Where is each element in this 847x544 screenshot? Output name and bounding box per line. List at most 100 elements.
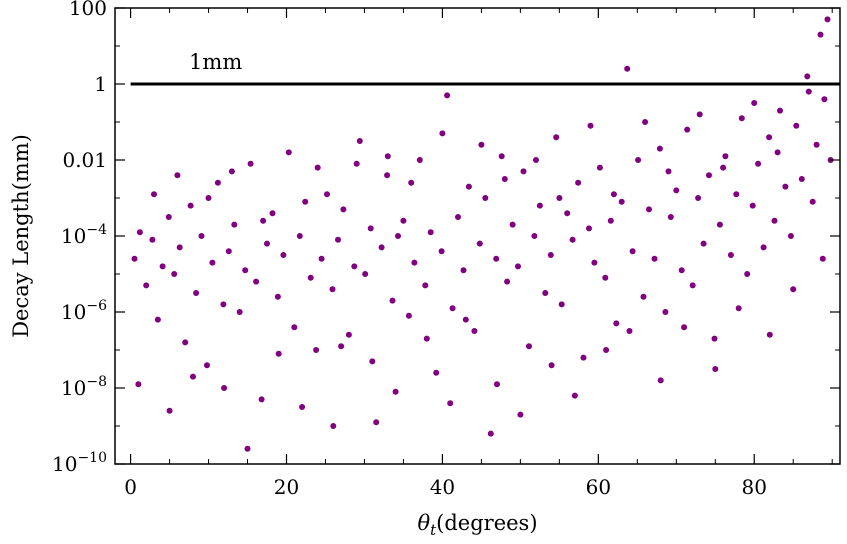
scatter-points [131, 16, 834, 452]
data-point [460, 267, 467, 274]
data-point [225, 248, 232, 255]
data-point [618, 198, 625, 205]
data-point [793, 122, 800, 129]
data-point [285, 149, 292, 156]
data-point [755, 160, 762, 167]
data-point [405, 312, 412, 319]
data-point [656, 145, 663, 152]
data-point [580, 354, 587, 361]
data-point [340, 206, 347, 213]
data-point [378, 244, 385, 251]
data-point [154, 316, 161, 323]
data-point [696, 111, 703, 118]
x-axis-title-text: (degrees) [436, 511, 537, 535]
data-point [135, 381, 142, 388]
data-point [416, 157, 423, 163]
data-point [318, 255, 325, 262]
data-point [353, 160, 360, 167]
data-point [629, 248, 636, 255]
y-tick-label: 10−4 [61, 222, 107, 248]
data-point [662, 309, 669, 315]
data-point [695, 195, 702, 201]
data-point [542, 290, 549, 296]
data-point [258, 396, 265, 403]
data-point [313, 347, 320, 353]
data-point [329, 286, 336, 293]
data-point [571, 392, 578, 399]
data-point [722, 153, 729, 160]
data-point [665, 168, 672, 175]
data-point [244, 445, 251, 452]
x-axis-title: θt(degrees) [417, 511, 537, 539]
data-point [449, 305, 456, 312]
data-point [711, 335, 718, 342]
y-tick-label: 10−10 [52, 450, 107, 476]
plot-frame [114, 7, 841, 465]
data-point [471, 328, 478, 334]
x-axis-title-subscript: t [430, 521, 437, 539]
data-point [231, 221, 238, 228]
data-point [533, 157, 539, 163]
data-point [389, 297, 396, 304]
data-point [165, 214, 172, 220]
data-point [253, 278, 260, 285]
data-point [299, 404, 306, 410]
data-point [260, 217, 267, 224]
data-point [187, 202, 194, 209]
data-point [193, 290, 200, 296]
data-point [400, 217, 407, 224]
data-point [751, 100, 758, 106]
data-point [790, 286, 797, 293]
data-point [159, 263, 166, 270]
data-point [817, 31, 824, 38]
data-point [626, 328, 633, 334]
data-point [209, 259, 216, 266]
data-point [586, 225, 592, 232]
data-point [330, 423, 337, 429]
axes: 0 20 40 60 80 100 1 0.01 10−4 10−6 10−8 10−10 [52, 0, 840, 499]
data-point [575, 179, 582, 186]
data-point [462, 316, 469, 323]
data-point [804, 73, 811, 80]
data-point [744, 271, 751, 277]
data-point [423, 335, 430, 342]
data-point [274, 293, 281, 300]
data-point [487, 430, 494, 437]
data-point [610, 191, 617, 198]
x-tick-label: 20 [274, 475, 299, 499]
data-point [269, 210, 276, 217]
data-point [408, 179, 415, 186]
data-point [509, 221, 516, 228]
data-point [422, 282, 429, 289]
data-point [706, 172, 712, 179]
y-tick-label: 10−8 [61, 374, 107, 400]
data-point [809, 198, 816, 205]
data-point [771, 217, 778, 224]
data-point [700, 240, 707, 247]
data-point [296, 233, 303, 239]
x-tick-label: 80 [742, 475, 767, 499]
data-point [689, 282, 696, 289]
data-point [720, 164, 727, 171]
data-point [782, 183, 789, 190]
data-point [228, 168, 235, 175]
data-point [411, 259, 418, 266]
data-point [433, 369, 440, 376]
data-point [220, 301, 227, 308]
data-point [553, 134, 560, 141]
data-point [439, 130, 446, 137]
data-point [738, 115, 745, 122]
data-point [667, 214, 674, 220]
y-tick-label: 0.01 [62, 148, 107, 172]
data-point [526, 343, 532, 350]
data-point [587, 122, 594, 129]
data-point [307, 274, 314, 281]
data-point [438, 248, 445, 255]
data-point [678, 267, 685, 274]
data-point [176, 244, 183, 251]
data-point [657, 377, 664, 384]
data-point [221, 385, 228, 391]
data-point [813, 141, 820, 148]
data-point [384, 172, 391, 179]
data-point [727, 252, 734, 258]
